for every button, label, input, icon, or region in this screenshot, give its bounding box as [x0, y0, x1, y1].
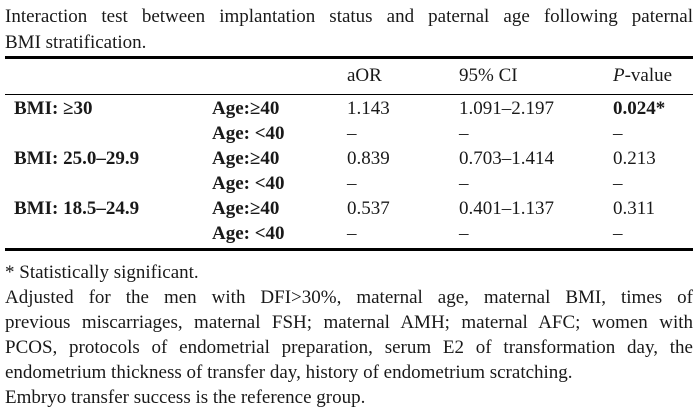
table-caption-line2: BMI stratification.	[5, 32, 147, 53]
table-caption-line1: Interaction test between implantation st…	[5, 6, 693, 27]
bmi-cell: BMI: 25.0–29.9	[14, 148, 140, 170]
age-cell: Age:≥40	[212, 98, 280, 120]
header-cell-aor: aOR	[347, 65, 382, 86]
table-row: Age: <40 – – –	[5, 221, 693, 246]
table-row: BMI: 18.5–24.9 Age:≥40 0.537 0.401–1.137…	[5, 196, 693, 221]
aor-cell: 1.143	[347, 98, 390, 120]
pvalue-cell: –	[613, 223, 623, 245]
table-row: BMI: ≥30 Age:≥40 1.143 1.091–2.197 0.024…	[5, 96, 693, 121]
aor-cell: 0.839	[347, 148, 390, 170]
ci-cell: –	[459, 223, 469, 245]
table-row: Age: <40 – – –	[5, 171, 693, 196]
stats-table: aOR 95% CI P-value BMI: ≥30 Age:≥40 1.14…	[5, 56, 693, 251]
header-pvalue-rest: -value	[624, 65, 673, 86]
aor-cell: –	[347, 173, 357, 195]
footnote-reference-group: Embryo transfer success is the reference…	[5, 386, 366, 408]
ci-cell: –	[459, 173, 469, 195]
age-cell: Age:≥40	[212, 198, 280, 220]
aor-cell: –	[347, 223, 357, 245]
footnote-adjustments-line4: endometrium thickness of transfer day, h…	[5, 361, 573, 383]
table-footnotes: * Statistically significant. Adjusted fo…	[5, 260, 693, 410]
age-cell: Age: <40	[212, 123, 285, 145]
ci-cell: 0.703–1.414	[459, 148, 554, 170]
age-cell: Age: <40	[212, 173, 285, 195]
pvalue-cell: –	[613, 123, 623, 145]
pvalue-cell: –	[613, 173, 623, 195]
aor-cell: –	[347, 123, 357, 145]
footnote-adjustments-line2: previous miscarriages, maternal FSH; mat…	[5, 311, 693, 333]
bmi-cell: BMI: 18.5–24.9	[14, 198, 140, 220]
ci-cell: –	[459, 123, 469, 145]
table-rule-bottom	[5, 248, 693, 251]
header-cell-ci: 95% CI	[459, 65, 518, 86]
bmi-cell	[5, 121, 212, 146]
pvalue-cell: 0.213	[613, 148, 656, 170]
bmi-cell: BMI: ≥30	[14, 98, 93, 120]
bmi-cell	[5, 171, 212, 196]
ci-cell: 0.401–1.137	[459, 198, 554, 220]
table-caption: Interaction test between implantation st…	[5, 4, 693, 56]
table-body: BMI: ≥30 Age:≥40 1.143 1.091–2.197 0.024…	[5, 95, 693, 248]
header-pvalue-italic-p: P	[613, 65, 625, 86]
bmi-cell	[5, 221, 212, 246]
footnote-adjustments-line3: PCOS, protocols of endometrial preparati…	[5, 336, 693, 358]
table-row: BMI: 25.0–29.9 Age:≥40 0.839 0.703–1.414…	[5, 146, 693, 171]
pvalue-cell: 0.311	[613, 198, 656, 220]
age-cell: Age:≥40	[212, 148, 280, 170]
table-rule-top	[5, 56, 693, 59]
age-cell: Age: <40	[212, 223, 285, 245]
aor-cell: 0.537	[347, 198, 390, 220]
header-cell-pvalue: P-value	[613, 65, 693, 87]
table-row: Age: <40 – – –	[5, 121, 693, 146]
footnote-adjustments-line1: Adjusted for the men with DFI>30%, mater…	[5, 286, 693, 308]
pvalue-cell: 0.024*	[613, 98, 666, 120]
footnote-significance: * Statistically significant.	[5, 261, 199, 283]
ci-cell: 1.091–2.197	[459, 98, 554, 120]
header-row: aOR 95% CI P-value	[5, 59, 693, 94]
table-rule-mid	[5, 93, 693, 96]
